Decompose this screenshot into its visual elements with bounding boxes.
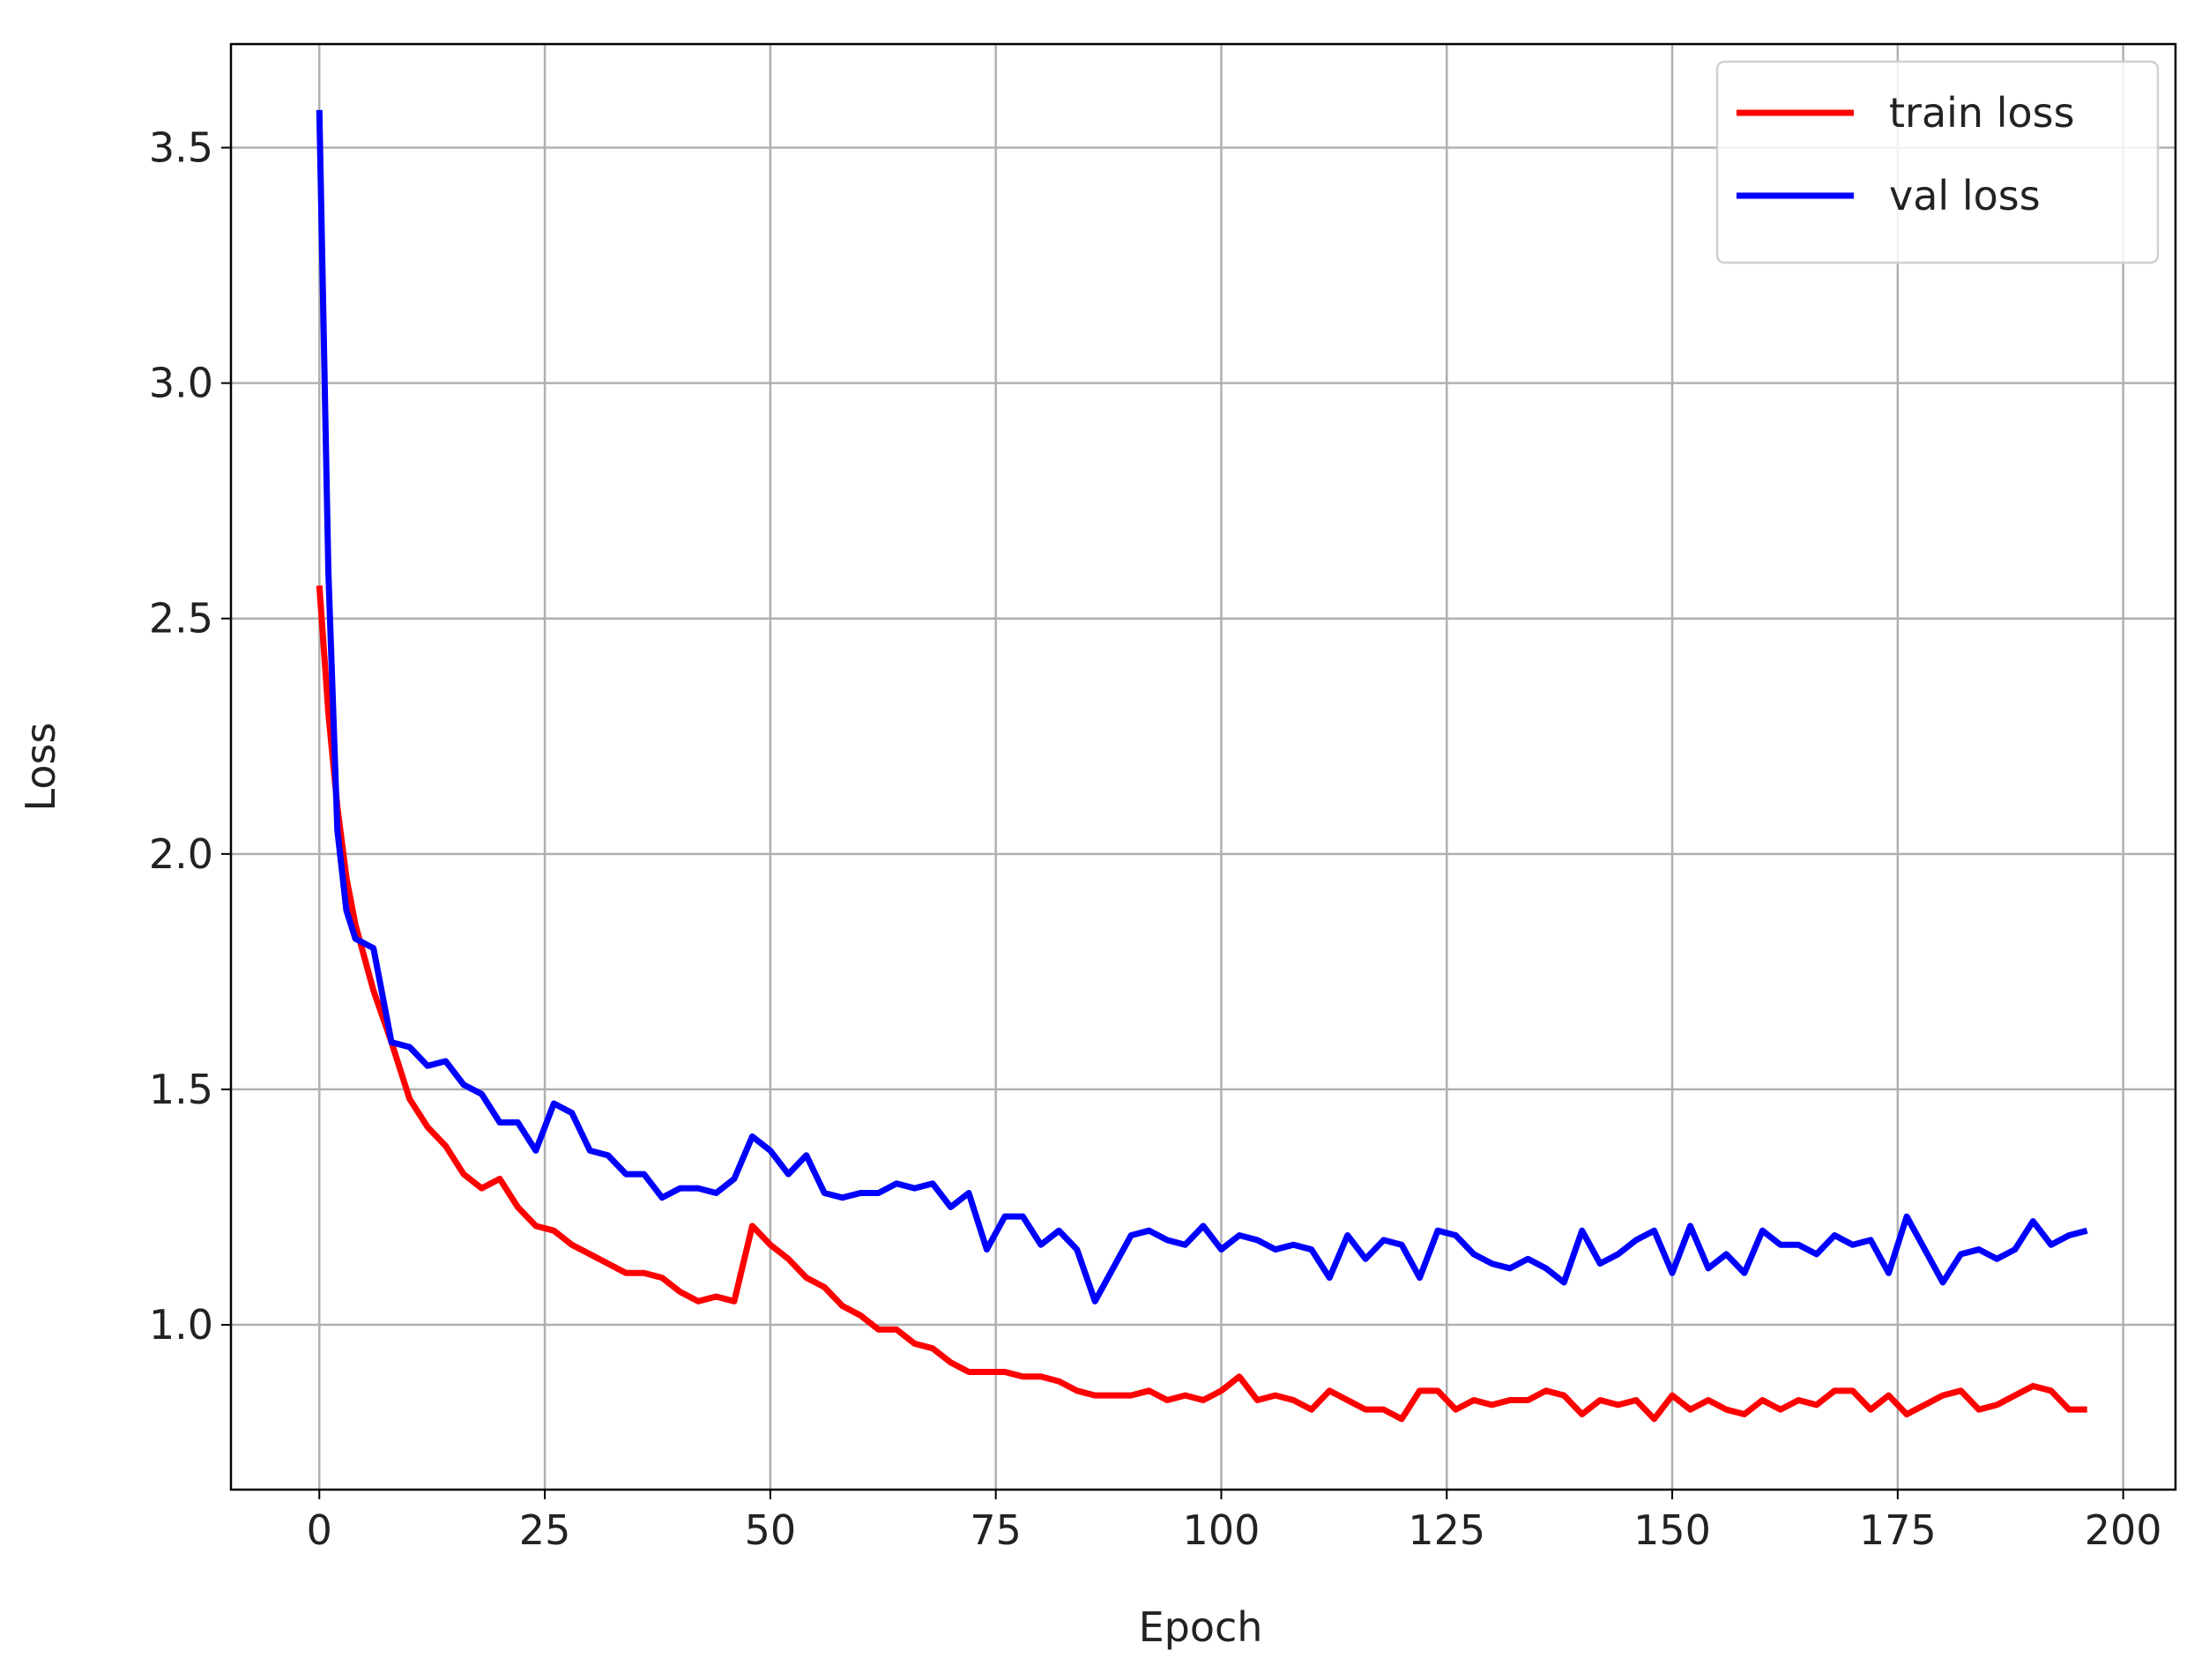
y-tick-label: 1.5 [149, 1066, 213, 1113]
x-tick-label: 100 [1183, 1506, 1261, 1554]
y-tick-label: 2.5 [149, 595, 213, 643]
x-tick-label: 200 [2085, 1506, 2162, 1554]
y-tick-label: 3.5 [149, 124, 213, 172]
y-tick-label: 1.0 [149, 1301, 213, 1349]
x-tick-label: 125 [1408, 1506, 1485, 1554]
x-tick-label: 0 [307, 1506, 332, 1554]
x-tick-label: 50 [745, 1506, 797, 1554]
axes-frame [229, 42, 2177, 1491]
x-tick-label: 25 [519, 1506, 571, 1554]
legend-label: val loss [1889, 172, 2041, 219]
line-series [316, 585, 2087, 1423]
y-tick-label: 3.0 [149, 360, 213, 407]
x-tick-label: 150 [1633, 1506, 1711, 1554]
x-tick-label: 175 [1859, 1506, 1937, 1554]
line-series [316, 109, 2088, 1305]
y-tick-label: 2.0 [149, 830, 213, 878]
x-axis-label: Epoch [1139, 1603, 1263, 1651]
x-tick-label: 75 [970, 1506, 1022, 1554]
legend-label: train loss [1889, 89, 2075, 137]
y-axis-label: Loss [17, 723, 64, 812]
